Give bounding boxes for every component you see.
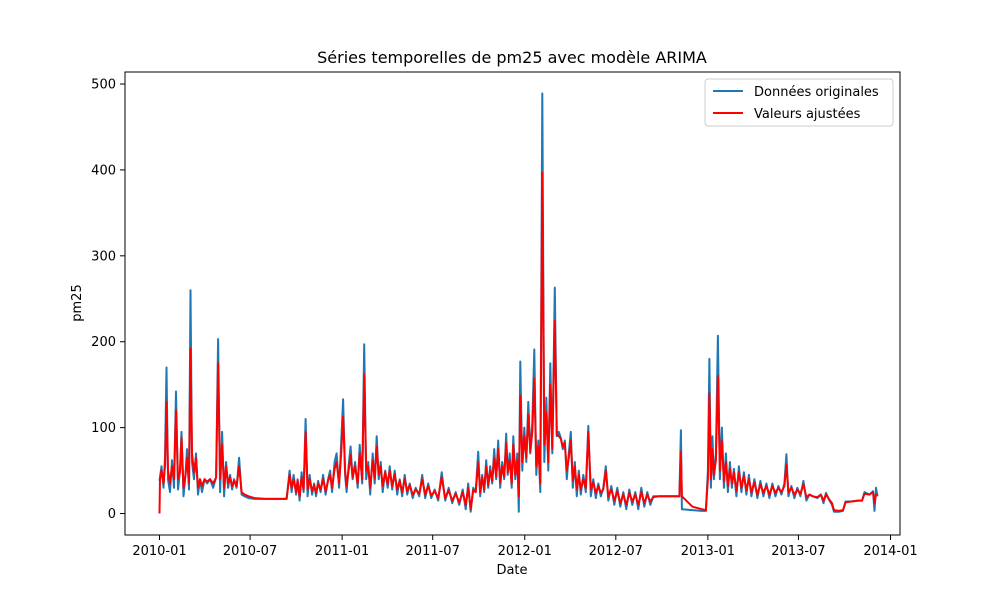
y-tick-label: 500 xyxy=(91,78,116,93)
legend-label-originales: Données originales xyxy=(754,85,879,100)
y-axis: 0 100 200 300 400 500 xyxy=(91,78,125,522)
legend-box xyxy=(704,78,894,127)
x-tick-label: 2010-01 xyxy=(132,544,186,559)
x-tick-label: 2013-07 xyxy=(771,544,825,559)
x-tick-label: 2010-07 xyxy=(223,544,277,559)
legend: Données originales Valeurs ajustées xyxy=(704,78,894,127)
chart-title: Séries temporelles de pm25 avec modèle A… xyxy=(317,48,707,67)
series-line-1 xyxy=(158,171,879,514)
legend-label-ajustees: Valeurs ajustées xyxy=(754,107,861,122)
y-tick-label: 300 xyxy=(91,249,116,264)
x-axis: 2010-01 2010-07 2011-01 2011-07 2012-01 2012-… xyxy=(132,535,918,559)
x-tick-label: 2012-07 xyxy=(589,544,643,559)
y-axis-label: pm25 xyxy=(70,284,85,321)
x-tick-label: 2013-01 xyxy=(681,544,735,559)
x-tick-label: 2011-01 xyxy=(315,544,369,559)
x-tick-label: 2014-01 xyxy=(863,544,917,559)
y-tick-label: 400 xyxy=(91,163,116,178)
plot-frame xyxy=(124,71,901,536)
series-layer xyxy=(158,92,879,514)
x-tick-label: 2011-07 xyxy=(406,544,460,559)
x-tick-label: 2012-01 xyxy=(498,544,552,559)
y-tick-label: 200 xyxy=(91,335,116,350)
y-tick-label: 0 xyxy=(108,507,116,522)
x-axis-label: Date xyxy=(496,563,527,578)
y-tick-label: 100 xyxy=(91,421,116,436)
